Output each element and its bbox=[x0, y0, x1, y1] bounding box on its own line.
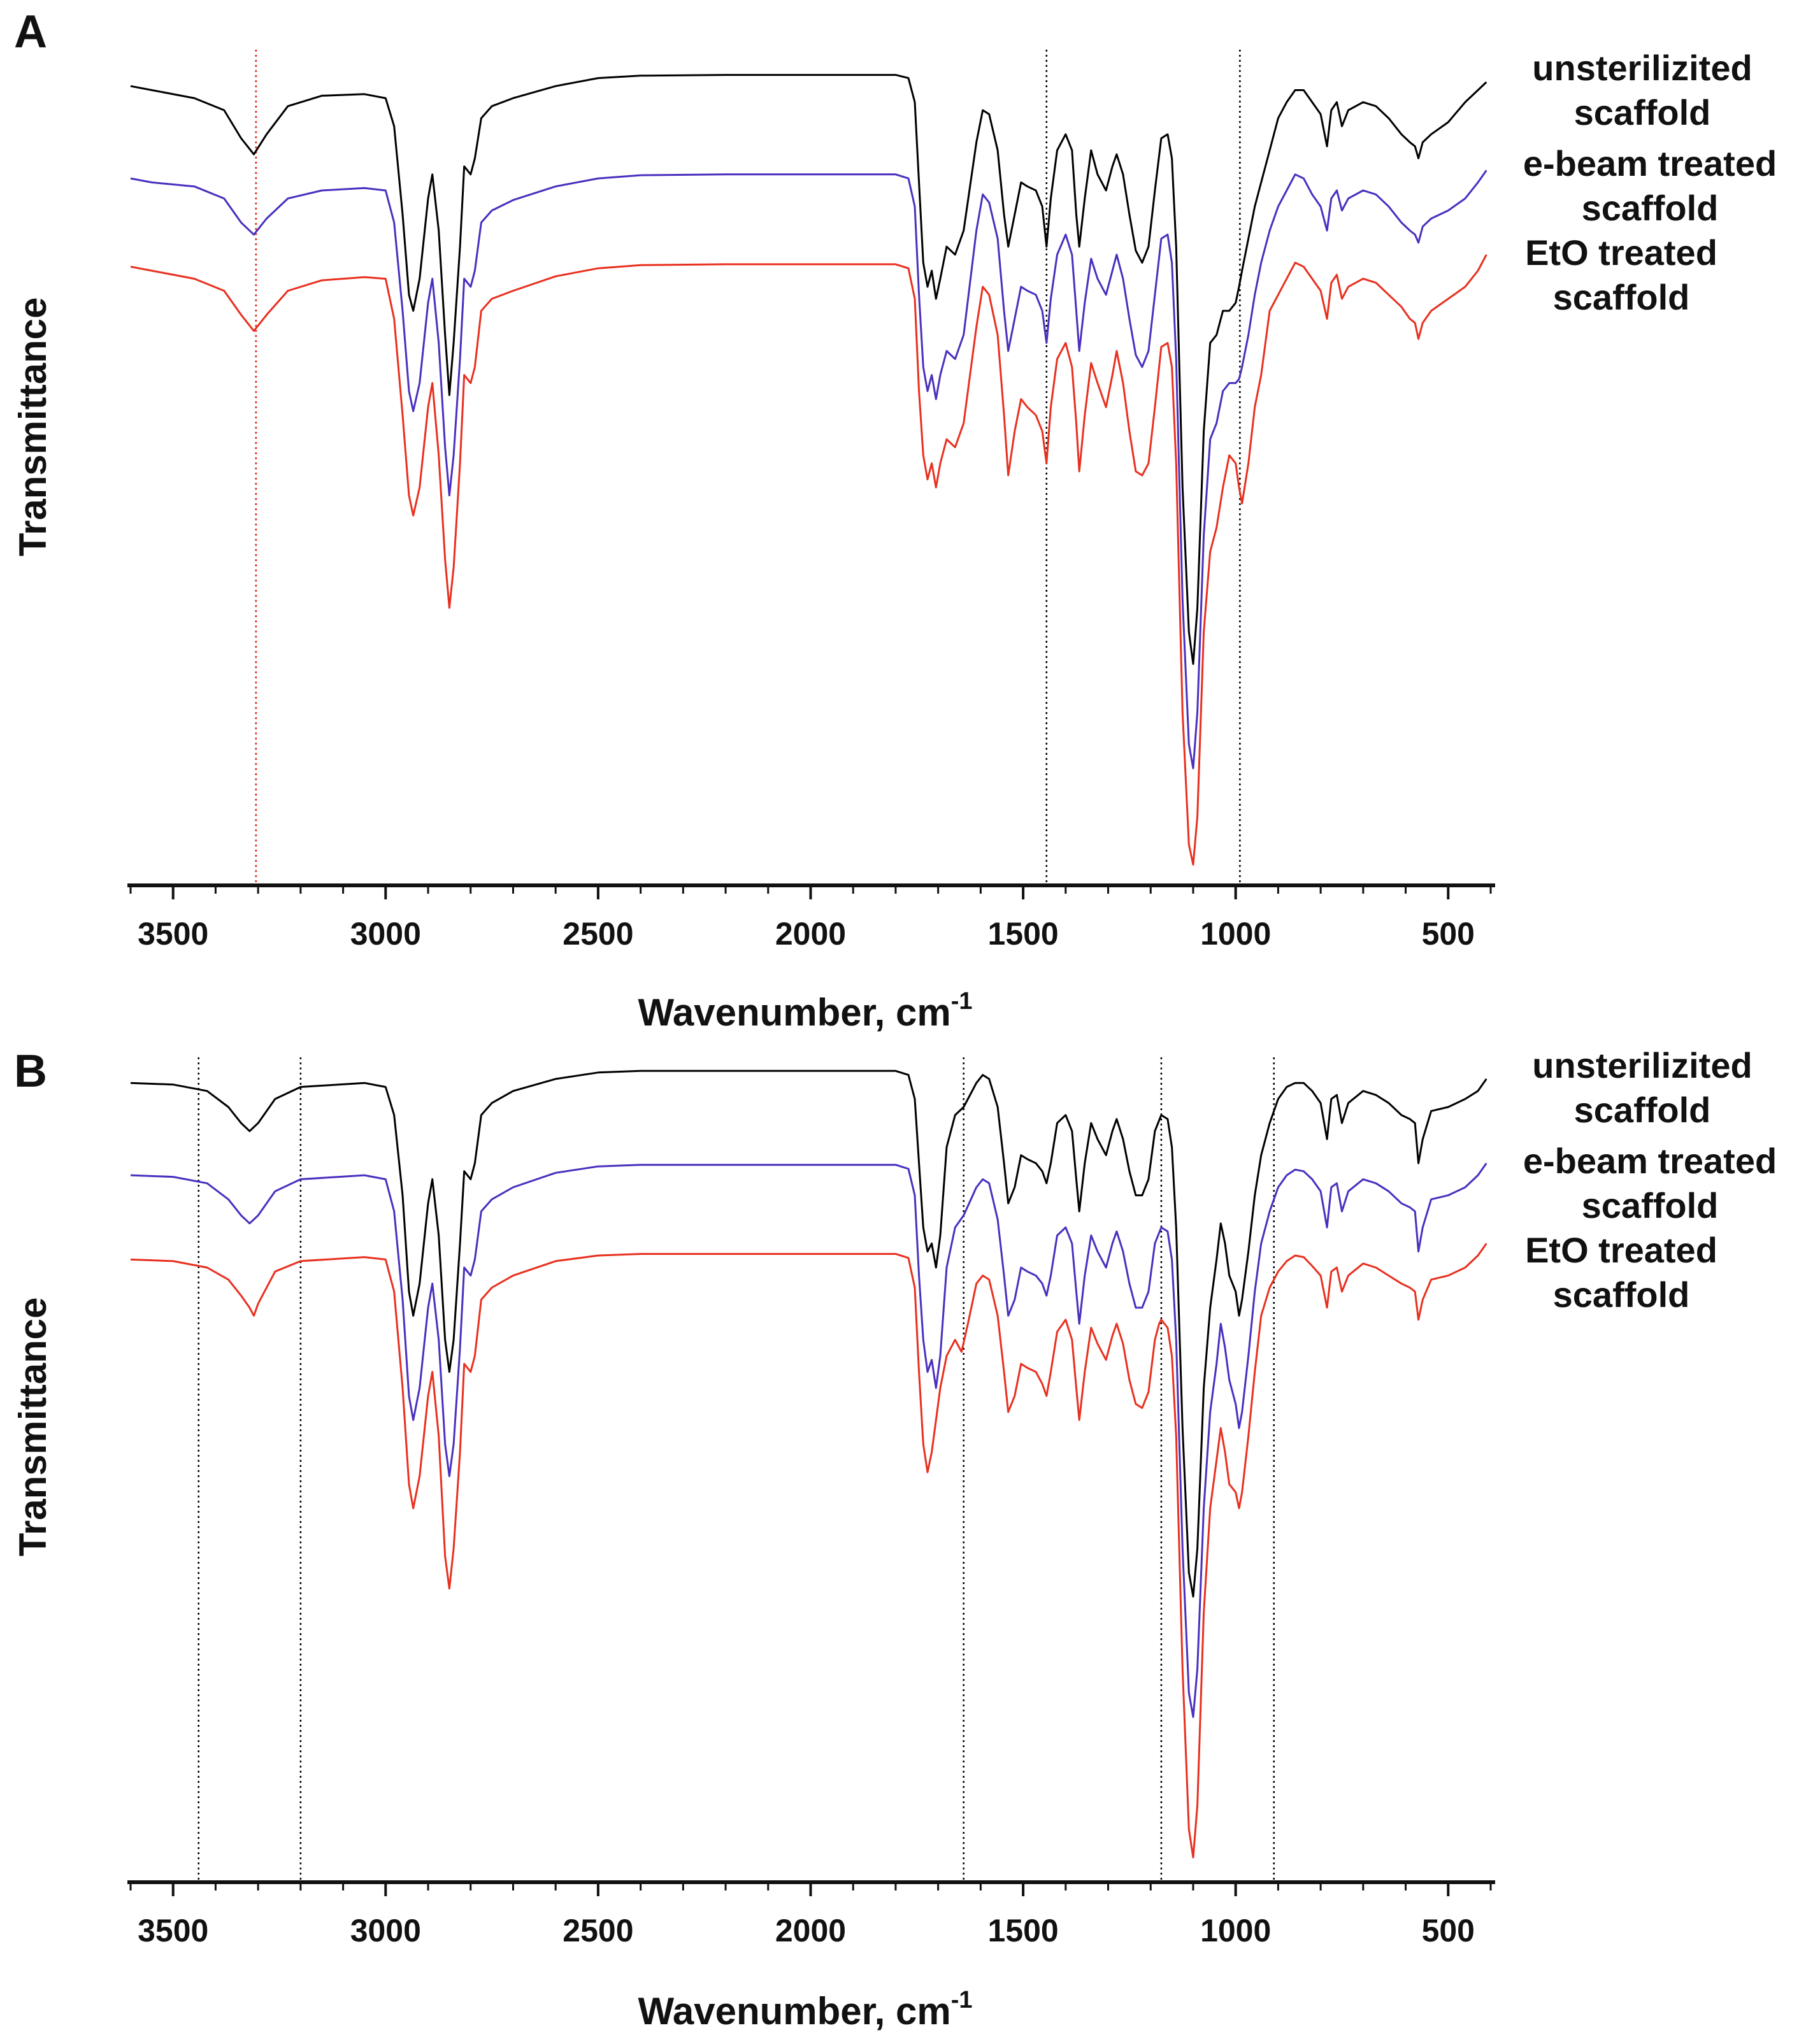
panel-a-x-axis-label: Wavenumber, cm-1 bbox=[638, 988, 972, 1034]
panel-b-tick-label-500: 500 bbox=[1422, 1913, 1475, 1948]
panel-a-legend-unsterilized-line2: scaffold bbox=[1574, 92, 1711, 132]
panel-a-tick-label-3500: 3500 bbox=[138, 916, 208, 952]
panel-b-x-axis-label-text: Wavenumber, cm bbox=[638, 1990, 950, 2033]
panel-a-tick-label-500: 500 bbox=[1422, 916, 1475, 952]
panel-a-spectrum-ebeam bbox=[130, 169, 1487, 769]
panel-a-tick-label-3000: 3000 bbox=[350, 916, 421, 952]
panel-b-spectrum-ebeam bbox=[130, 1162, 1487, 1719]
panel-b-x-ticks bbox=[129, 1882, 1492, 1896]
panel-b-reference-lines bbox=[197, 1057, 1275, 1880]
panel-a-legend-eto-line2: scaffold bbox=[1553, 277, 1690, 317]
panel-a-tick-label-1000: 1000 bbox=[1200, 916, 1271, 952]
panel-b-tick-label-3500: 3500 bbox=[138, 1913, 208, 1948]
panel-b-legend-eto-line1: EtO treated bbox=[1525, 1230, 1717, 1270]
panel-a-x-ticks bbox=[129, 885, 1492, 899]
panel-a-tick-label-2500: 2500 bbox=[563, 916, 633, 952]
panel-a-spectrum-eto bbox=[130, 254, 1487, 866]
panel-b-x-axis-label-superscript: -1 bbox=[951, 1987, 973, 2013]
panel-a-tick-label-2000: 2000 bbox=[775, 916, 846, 952]
panel-b-spectrum-eto bbox=[130, 1243, 1487, 1859]
panel-a-legend: unsterilizited scaffold e-beam treated s… bbox=[1523, 48, 1777, 317]
panel-b-tick-label-2000: 2000 bbox=[775, 1913, 846, 1948]
panel-a-legend-ebeam-line1: e-beam treated bbox=[1523, 143, 1777, 183]
panel-a-legend-unsterilized-line1: unsterilizited bbox=[1532, 48, 1752, 88]
panel-a-y-axis-label: Transmittance bbox=[11, 297, 54, 557]
panel-a-label: A bbox=[14, 6, 47, 57]
panel-b-y-axis-label: Transmittance bbox=[11, 1297, 54, 1557]
panel-b-spectrum-unsterilized bbox=[130, 1069, 1487, 1598]
panel-b-legend-eto-line2: scaffold bbox=[1553, 1275, 1690, 1315]
panel-b: B Transmittance 3500 3000 2500 2000 1500 1000… bbox=[11, 1045, 1777, 2033]
panel-b-x-tick-labels: 3500 3000 2500 2000 1500 1000 500 bbox=[138, 1913, 1475, 1948]
panel-b-legend: unsterilizited scaffold e-beam treated s… bbox=[1523, 1045, 1777, 1315]
panel-b-legend-unsterilized-line1: unsterilizited bbox=[1532, 1045, 1752, 1085]
panel-a-x-tick-labels: 3500 3000 2500 2000 1500 1000 500 bbox=[138, 916, 1475, 952]
panel-a: A Transmittance 3500 3000 2500 2000 1500 1000… bbox=[11, 6, 1777, 1034]
panel-a-spectra bbox=[130, 74, 1487, 866]
panel-a-x-axis-label-text: Wavenumber, cm bbox=[638, 991, 950, 1034]
panel-a-x-axis-label-superscript: -1 bbox=[951, 988, 973, 1015]
panel-b-tick-label-3000: 3000 bbox=[350, 1913, 421, 1948]
panel-a-legend-ebeam-line2: scaffold bbox=[1582, 188, 1719, 228]
panel-b-tick-label-1500: 1500 bbox=[987, 1913, 1058, 1948]
panel-a-spectrum-unsterilized bbox=[130, 74, 1487, 665]
panel-b-legend-unsterilized-line2: scaffold bbox=[1574, 1090, 1711, 1130]
panel-a-legend-eto-line1: EtO treated bbox=[1525, 232, 1717, 273]
panel-b-label: B bbox=[14, 1046, 47, 1097]
panel-b-tick-label-2500: 2500 bbox=[563, 1913, 633, 1948]
panel-b-x-axis-label: Wavenumber, cm-1 bbox=[638, 1987, 972, 2033]
panel-a-reference-lines bbox=[255, 50, 1241, 883]
panel-b-tick-label-1000: 1000 bbox=[1200, 1913, 1271, 1948]
panel-b-spectra bbox=[130, 1069, 1487, 1859]
panel-b-legend-ebeam-line2: scaffold bbox=[1582, 1185, 1719, 1226]
panel-a-tick-label-1500: 1500 bbox=[987, 916, 1058, 952]
panel-b-legend-ebeam-line1: e-beam treated bbox=[1523, 1141, 1777, 1181]
